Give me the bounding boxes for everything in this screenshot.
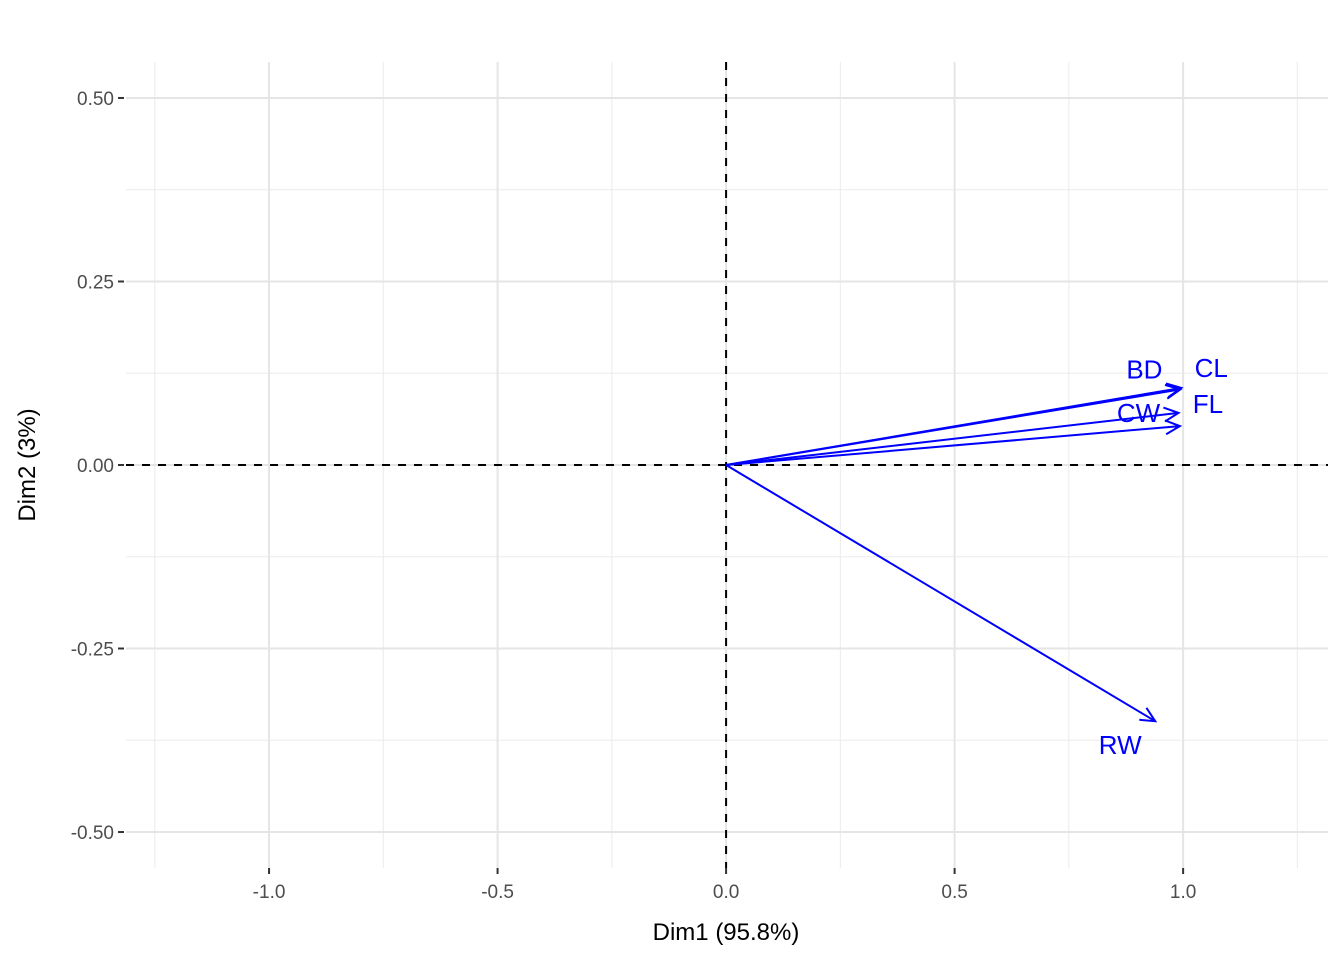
- arrowhead-rw: [1139, 707, 1158, 723]
- arrowhead-cw: [1163, 406, 1181, 423]
- y-tick-label: -0.50: [71, 823, 114, 844]
- y-axis-label: Dim2 (3%): [14, 408, 41, 521]
- vector-label-bd: BD: [1126, 354, 1162, 384]
- x-axis-label: Dim1 (95.8%): [653, 919, 800, 946]
- x-tick-label: 1.0: [1170, 882, 1196, 903]
- y-tick-label: 0.50: [77, 89, 114, 110]
- y-tick-label: 0.00: [77, 456, 114, 477]
- vectors: [725, 382, 1184, 723]
- vector-label-cl: CL: [1195, 353, 1228, 383]
- vector-label-fl: FL: [1193, 389, 1223, 419]
- vector-labels: FL RW CL CW BD: [1099, 353, 1228, 760]
- x-tick-label: -1.0: [253, 882, 286, 903]
- vector-arrow-bd: [725, 388, 1181, 466]
- vector-arrow-fl: [726, 425, 1181, 466]
- x-tick-label: 0.0: [713, 882, 739, 903]
- x-tick-label: 0.5: [941, 882, 967, 903]
- vector-arrow-rw: [725, 464, 1156, 723]
- vector-arrow-cw: [725, 411, 1179, 466]
- x-tick-label: -0.5: [481, 882, 514, 903]
- vector-label-rw: RW: [1099, 730, 1142, 760]
- axes: -1.0 -0.5 0.0 0.5 1.0 -0.50 -0.25 0.00 0.25 0.50: [71, 89, 1197, 903]
- arrowhead-fl: [1164, 419, 1183, 436]
- y-tick-label: -0.25: [71, 640, 114, 661]
- vector-label-cw: CW: [1117, 398, 1161, 428]
- y-tick-label: 0.25: [77, 272, 114, 293]
- arrowhead-bd: [1164, 383, 1183, 400]
